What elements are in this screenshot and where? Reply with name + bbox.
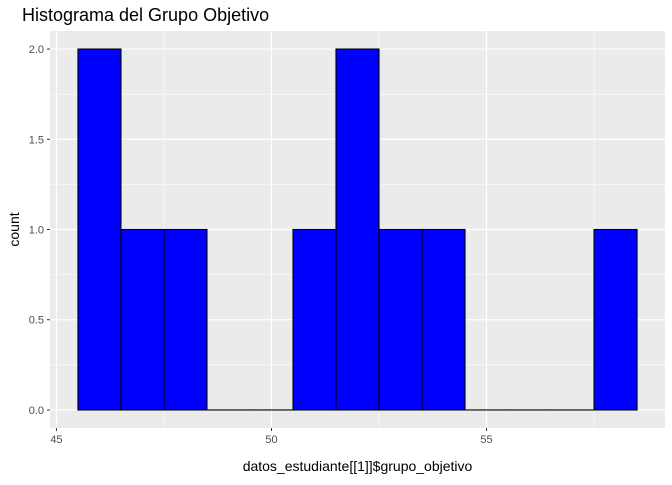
y-tick-label: 0.0 <box>29 405 44 417</box>
x-tick-label: 55 <box>480 434 492 446</box>
y-tick-label: 2.0 <box>29 44 44 56</box>
x-axis-title: datos_estudiante[[1]]$grupo_objetivo <box>243 458 473 474</box>
histogram-bar <box>293 230 336 410</box>
histogram-bar <box>422 230 465 410</box>
histogram-bar <box>336 49 379 410</box>
y-tick-label: 0.5 <box>29 315 44 327</box>
histogram-bar <box>121 230 164 410</box>
x-tick-label: 45 <box>50 434 62 446</box>
chart-title: Histograma del Grupo Objetivo <box>22 5 269 25</box>
y-axis-title: count <box>6 212 22 246</box>
histogram-bar <box>78 49 121 410</box>
y-tick-label: 1.0 <box>29 225 44 237</box>
x-tick-label: 50 <box>265 434 277 446</box>
y-axis: 0.0 0.5 1.0 1.5 2.0 <box>29 44 50 417</box>
histogram-bar <box>379 230 422 410</box>
x-axis: 45 50 55 <box>50 428 492 446</box>
histogram-bar <box>594 230 637 410</box>
histogram-bar <box>164 230 207 410</box>
y-tick-label: 1.5 <box>29 134 44 146</box>
